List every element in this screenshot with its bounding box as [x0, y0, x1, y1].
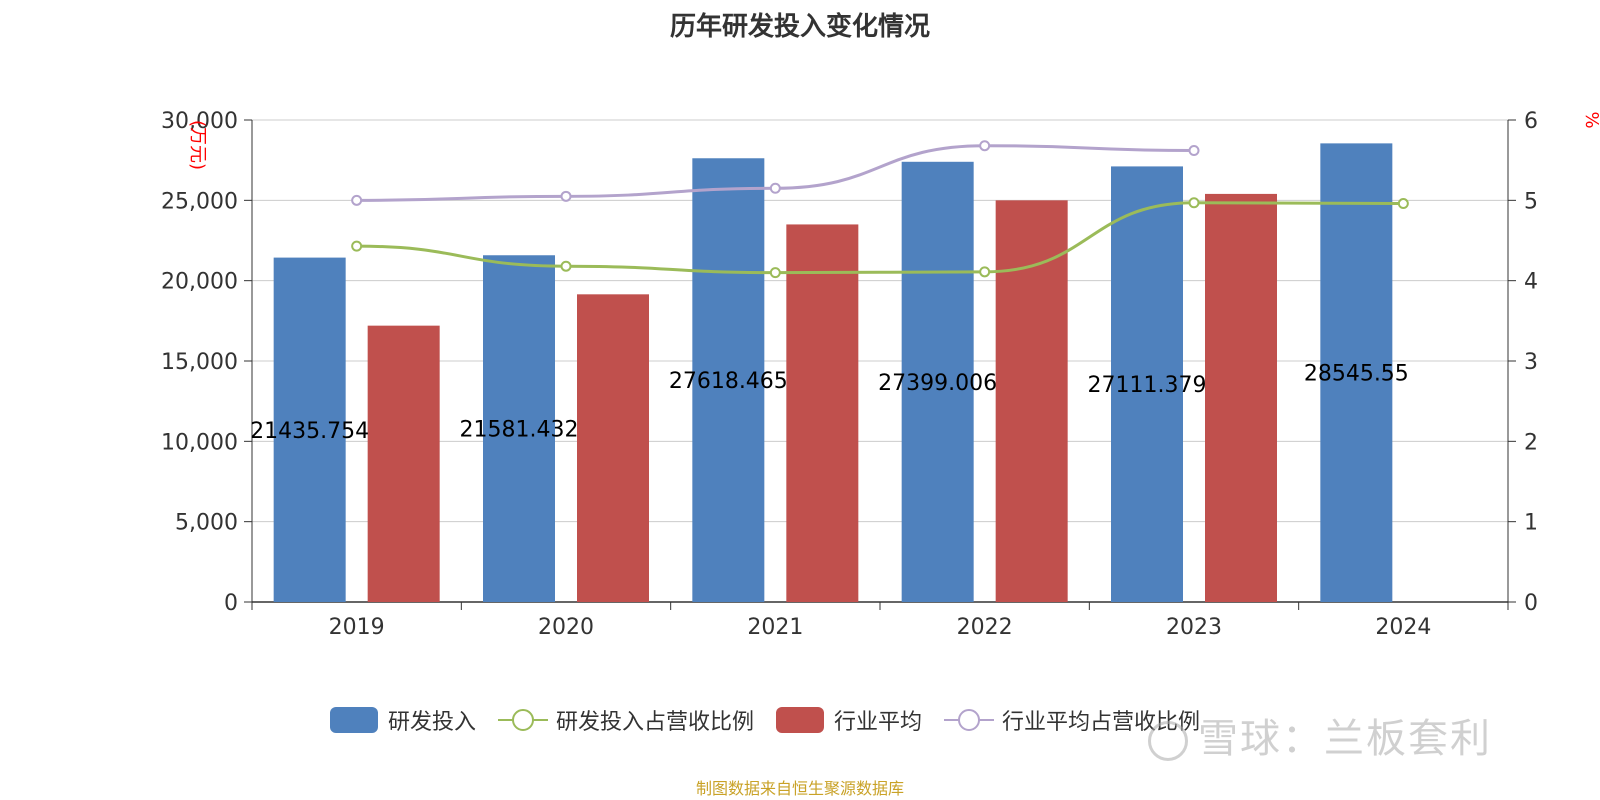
- x-tick-label: 2024: [1375, 615, 1431, 640]
- data-label-rd-investment: 21581.432: [460, 418, 579, 443]
- legend-label-industry-avg: 行业平均: [834, 710, 923, 735]
- y-right-tick-label: 1: [1524, 511, 1538, 536]
- y-right-tick-label: 4: [1524, 270, 1538, 295]
- legend-item-rd-ratio[interactable]: 研发投入占营收比例: [498, 704, 754, 736]
- data-label-rd-investment: 27399.006: [878, 371, 997, 396]
- legend-item-rd-investment[interactable]: 研发投入: [330, 704, 476, 736]
- bar-industry-avg: [367, 325, 440, 602]
- bar-industry-avg: [577, 294, 649, 602]
- x-tick-label: 2020: [538, 615, 594, 640]
- point-industry-ratio: [979, 140, 991, 152]
- y-left-tick-label: 15,000: [161, 350, 238, 375]
- y-left-tick-label: 5,000: [175, 511, 238, 536]
- y-right-tick-label: 2: [1524, 430, 1538, 455]
- y-right-tick-label: 0: [1524, 591, 1538, 616]
- bar-rd-investment: [483, 255, 555, 602]
- point-rd-ratio: [351, 240, 363, 252]
- y-left-tick-label: 0: [224, 591, 238, 616]
- point-rd-ratio: [1397, 198, 1409, 210]
- x-tick-label: 2022: [957, 615, 1013, 640]
- y-right-unit-label: %: [1581, 111, 1600, 128]
- bar-industry-avg: [1205, 193, 1277, 602]
- x-tick-label: 2019: [329, 615, 385, 640]
- y-left-tick-label: 30,000: [161, 109, 238, 134]
- bar-rd-investment: [273, 257, 346, 602]
- legend-swatch-industry-avg: [776, 707, 825, 733]
- bar-rd-investment: [1111, 166, 1183, 602]
- bar-industry-avg: [995, 200, 1068, 603]
- y-left-tick-label: 10,000: [161, 430, 238, 455]
- x-tick-label: 2023: [1166, 615, 1222, 640]
- point-rd-ratio: [979, 266, 991, 278]
- bar-industry-avg: [786, 224, 859, 602]
- data-label-rd-investment: 28545.55: [1304, 362, 1409, 387]
- y-left-tick-label: 20,000: [161, 270, 238, 295]
- point-rd-ratio: [769, 267, 781, 279]
- watermark: 雪球：兰板套利: [1148, 706, 1492, 764]
- point-rd-ratio: [560, 260, 572, 272]
- point-industry-ratio: [351, 194, 363, 206]
- bar-rd-investment: [692, 158, 765, 602]
- watermark-text: 雪球：兰板套利: [1198, 716, 1492, 762]
- data-label-rd-investment: 21435.754: [250, 419, 369, 444]
- legend-label-rd-ratio: 研发投入占营收比例: [556, 710, 755, 735]
- y-right-tick-label: 6: [1524, 109, 1538, 134]
- data-label-rd-investment: 27618.465: [669, 369, 788, 394]
- point-industry-ratio: [769, 182, 781, 194]
- line-rd-ratio: [356, 201, 1404, 275]
- chart-title: 历年研发投入变化情况: [669, 12, 930, 42]
- legend-item-industry-avg[interactable]: 行业平均: [776, 704, 922, 736]
- y-right-tick-label: 5: [1524, 189, 1538, 214]
- bar-rd-investment: [901, 161, 974, 602]
- y-right-tick-label: 3: [1524, 350, 1538, 375]
- legend-label-rd-investment: 研发投入: [388, 710, 477, 735]
- legend-swatch-industry-ratio: [944, 709, 995, 731]
- legend: 研发投入 研发投入占营收比例 行业平均 行业平均占营收比例: [330, 700, 1222, 740]
- point-industry-ratio: [560, 190, 572, 202]
- data-source-note: 制图数据来自恒生聚源数据库: [695, 779, 904, 798]
- legend-swatch-rd-investment: [330, 707, 378, 733]
- point-rd-ratio: [1188, 197, 1200, 209]
- bar-rd-investment: [1320, 143, 1393, 602]
- data-label-rd-investment: 27111.379: [1088, 373, 1207, 398]
- point-industry-ratio: [1188, 145, 1200, 157]
- y-left-unit-label: (万元): [187, 120, 208, 170]
- snowball-logo-icon: [1148, 721, 1188, 761]
- x-tick-label: 2021: [747, 615, 803, 640]
- legend-swatch-rd-ratio: [498, 709, 549, 731]
- y-left-tick-label: 25,000: [161, 189, 238, 214]
